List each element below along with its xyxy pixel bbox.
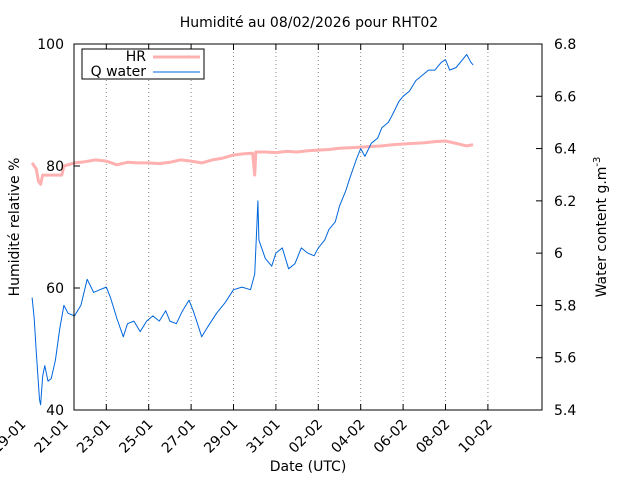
chart-title: Humidité au 08/02/2026 pour RHT02 <box>180 15 438 31</box>
y-axis-right: 5.4 5.6 5.8 6 6.2 6.4 6.6 6.8 <box>536 37 576 419</box>
legend: HR Q water <box>81 48 205 80</box>
y2-tick-label: 6.4 <box>554 142 576 158</box>
y-tick-label: 60 <box>46 281 64 297</box>
y2-axis-label-superscript: -3 <box>592 157 603 167</box>
x-tick-label: 02-02 <box>286 417 326 457</box>
y2-tick-label: 6 <box>554 246 563 262</box>
y2-axis-label-main: Water content g.m <box>594 167 610 298</box>
y-tick-label: 40 <box>46 403 64 419</box>
x-tick-label: 31-01 <box>244 417 284 457</box>
x-tick-label: 08-02 <box>413 417 453 457</box>
x-tick-label: 25-01 <box>116 417 156 457</box>
y2-tick-label: 6.2 <box>554 194 576 210</box>
x-tick-label: 21-01 <box>32 417 72 457</box>
x-tick-label: 10-02 <box>456 417 496 457</box>
x-tick-label: 19-01 <box>0 417 29 457</box>
y-axis-left: 40 60 80 100 <box>37 37 80 419</box>
series-line-q-water <box>31 54 474 406</box>
x-grid <box>105 44 489 410</box>
legend-label-q-water: Q water <box>91 64 147 80</box>
x-axis-label: Date (UTC) <box>270 459 347 475</box>
y2-axis-label: Water content g.m-3 <box>592 157 610 298</box>
series-line-hr <box>30 139 474 186</box>
y-tick-label: 100 <box>37 37 64 53</box>
y2-tick-label: 6.6 <box>554 89 576 105</box>
x-tick-label: 23-01 <box>74 417 114 457</box>
y2-tick-label: 5.8 <box>554 298 576 314</box>
plot-frame <box>73 43 543 411</box>
x-tick-label: 04-02 <box>328 417 368 457</box>
legend-box <box>81 48 205 80</box>
y2-tick-label: 6.8 <box>554 37 576 53</box>
y-axis-label: Humidité relative % <box>7 158 23 297</box>
x-tick-label: 27-01 <box>159 417 199 457</box>
y2-tick-label: 5.4 <box>554 403 576 419</box>
x-tick-label: 06-02 <box>371 417 411 457</box>
x-tick-label: 29-01 <box>201 417 241 457</box>
y-tick-label: 80 <box>46 159 64 175</box>
series-layer <box>30 54 474 406</box>
y2-tick-label: 5.6 <box>554 351 576 367</box>
legend-label-hr: HR <box>126 49 147 65</box>
